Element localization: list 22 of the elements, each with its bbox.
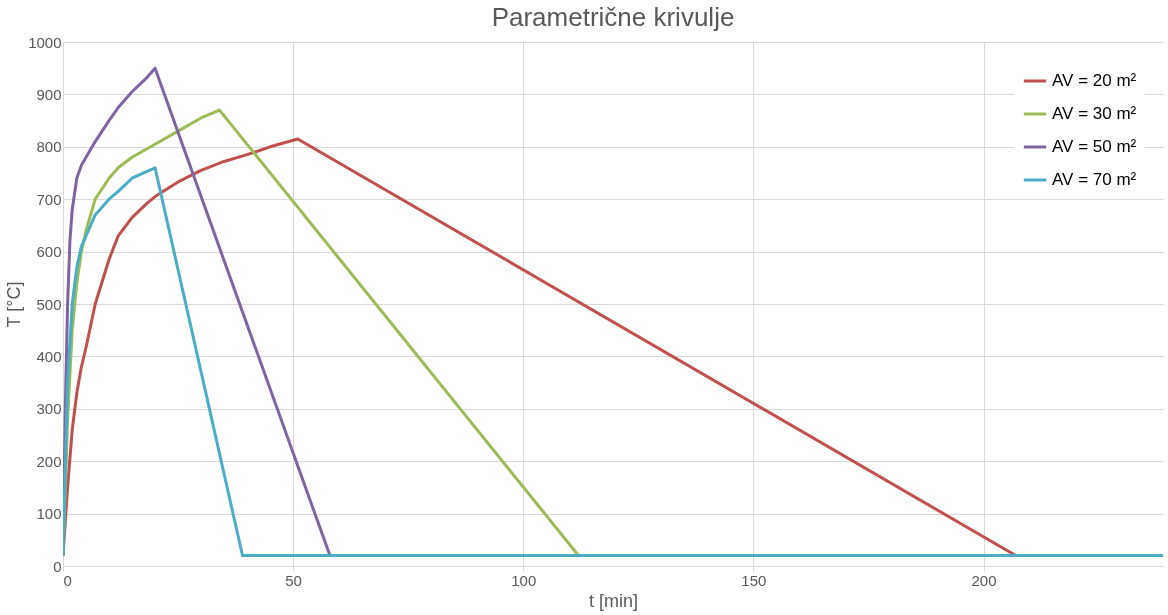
y-tick-label: 900 (36, 85, 62, 103)
y-tick-label: 100 (36, 505, 62, 523)
x-tick-label: 200 (971, 571, 997, 589)
x-tick-label: 150 (741, 571, 767, 589)
y-axis-title: T [°C] (4, 281, 25, 328)
y-tick-label: 400 (36, 347, 62, 365)
legend-label: AV = 30 m² (1052, 104, 1137, 123)
x-axis-title: t [min] (588, 590, 639, 611)
chart-title: Parametrične krivulje (491, 2, 735, 32)
legend-label: AV = 70 m² (1052, 170, 1137, 189)
legend-label: AV = 20 m² (1052, 71, 1137, 90)
y-tick-label: 1000 (28, 33, 62, 51)
x-tick-label: 100 (511, 571, 537, 589)
y-tick-label: 0 (53, 557, 62, 575)
legend-label: AV = 50 m² (1052, 137, 1137, 156)
y-tick-label: 200 (36, 452, 62, 470)
x-tick-label: 50 (285, 571, 302, 589)
y-tick-label: 800 (36, 138, 62, 156)
y-tick-label: 700 (36, 190, 62, 208)
y-tick-label: 500 (36, 295, 62, 313)
y-tick-label: 600 (36, 243, 62, 261)
y-tick-label: 300 (36, 400, 62, 418)
